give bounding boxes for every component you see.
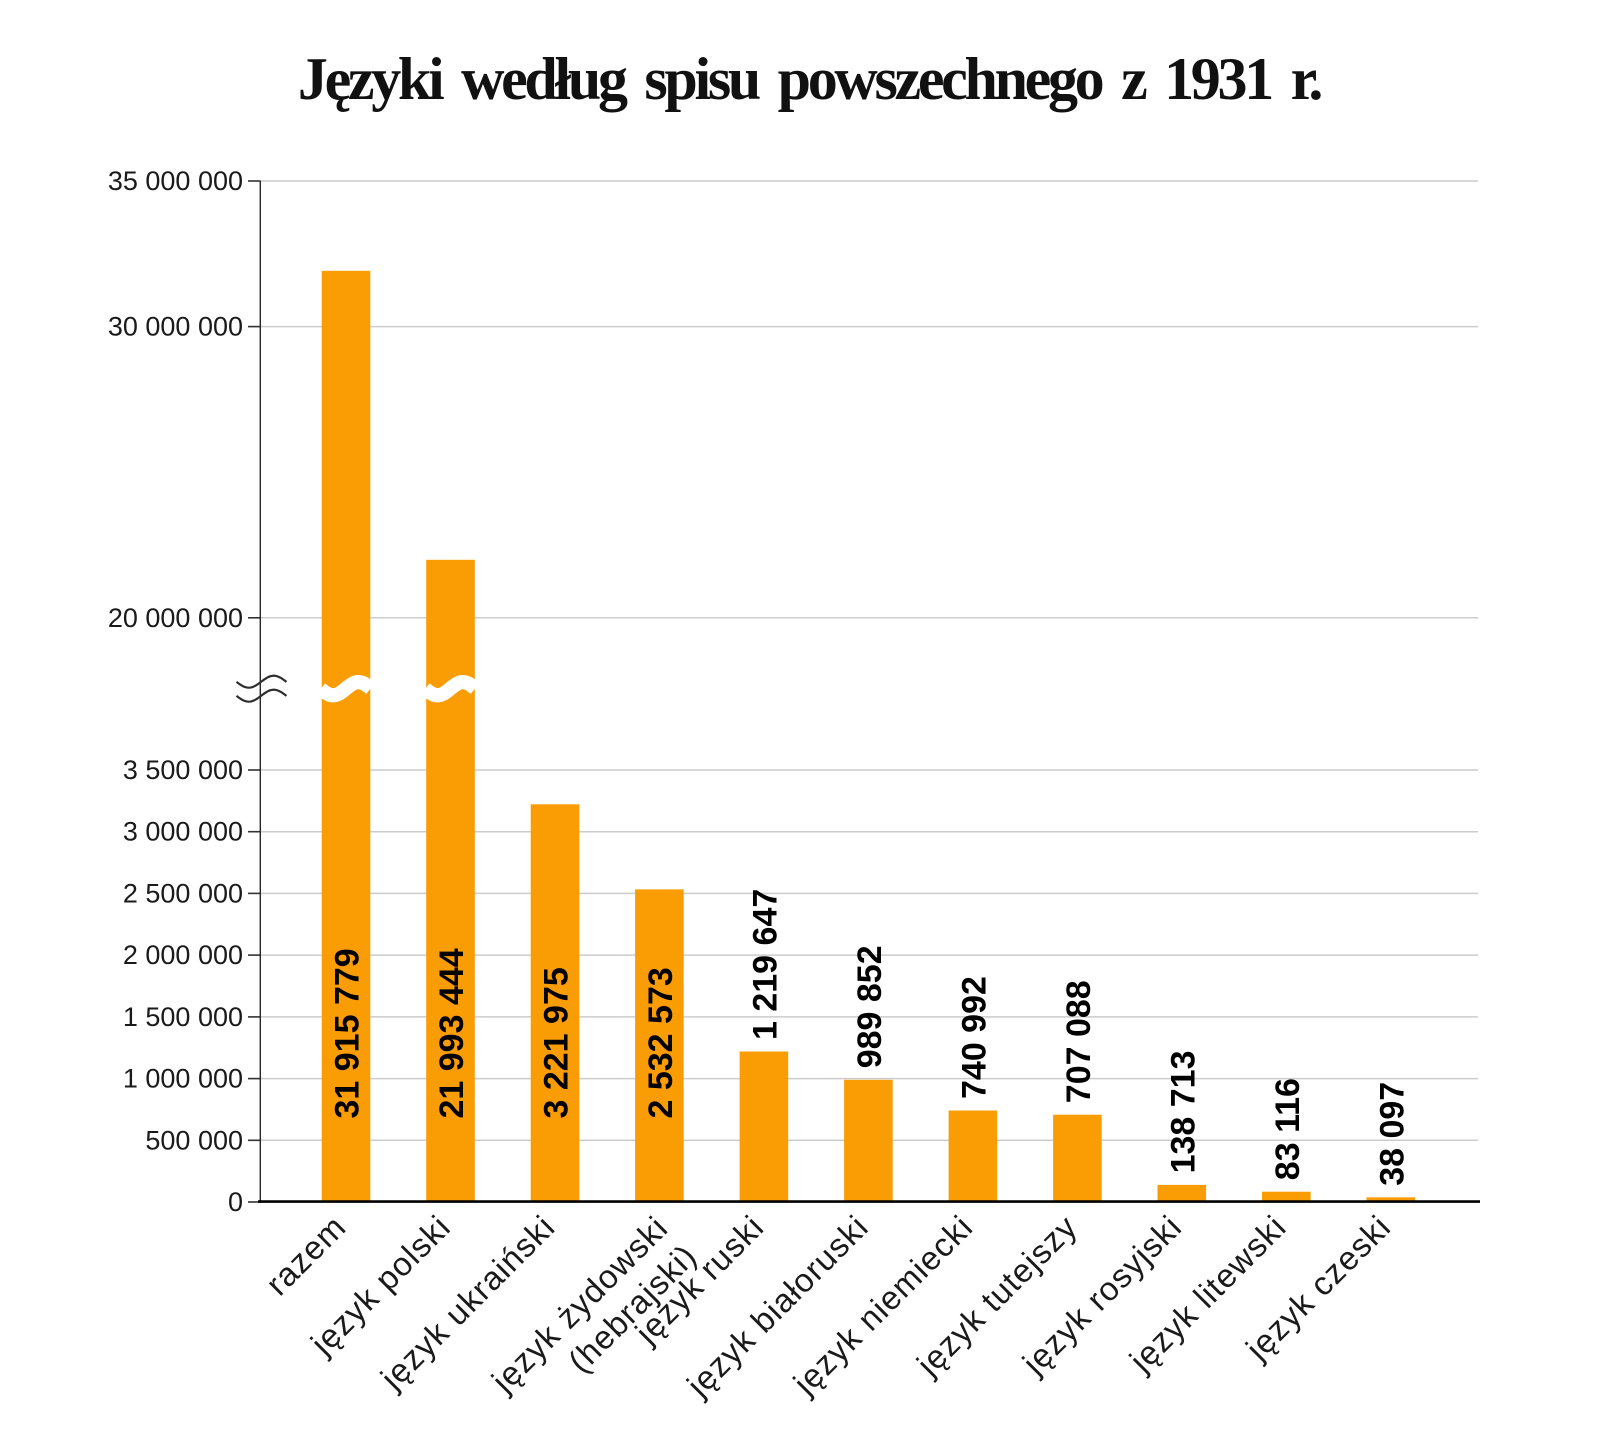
svg-text:Języki według spisu powszechne: Języki według spisu powszechnego z 1931 … — [298, 46, 1322, 112]
svg-text:0: 0 — [228, 1187, 243, 1217]
svg-text:740 992: 740 992 — [955, 976, 993, 1099]
svg-text:989 852: 989 852 — [851, 945, 889, 1068]
svg-text:1 500 000: 1 500 000 — [123, 1002, 243, 1032]
svg-text:31 915 779: 31 915 779 — [329, 948, 367, 1118]
svg-text:2 000 000: 2 000 000 — [123, 940, 243, 970]
svg-text:21 993 444: 21 993 444 — [433, 948, 471, 1118]
svg-text:707 088: 707 088 — [1060, 980, 1098, 1103]
svg-text:30 000 000: 30 000 000 — [108, 312, 243, 342]
svg-text:500 000: 500 000 — [145, 1125, 243, 1155]
svg-text:3 500 000: 3 500 000 — [123, 755, 243, 785]
svg-text:20 000 000: 20 000 000 — [108, 603, 243, 633]
svg-text:3 000 000: 3 000 000 — [123, 817, 243, 847]
svg-text:3 221 975: 3 221 975 — [538, 967, 576, 1118]
svg-text:1 219 647: 1 219 647 — [746, 889, 784, 1040]
svg-text:1 000 000: 1 000 000 — [123, 1064, 243, 1094]
svg-text:2 500 000: 2 500 000 — [123, 878, 243, 908]
svg-text:35 000 000: 35 000 000 — [108, 166, 243, 196]
svg-text:138 713: 138 713 — [1164, 1050, 1202, 1173]
svg-text:38 097: 38 097 — [1373, 1082, 1411, 1186]
svg-text:2 532 573: 2 532 573 — [642, 967, 680, 1118]
svg-text:83 116: 83 116 — [1269, 1078, 1307, 1180]
